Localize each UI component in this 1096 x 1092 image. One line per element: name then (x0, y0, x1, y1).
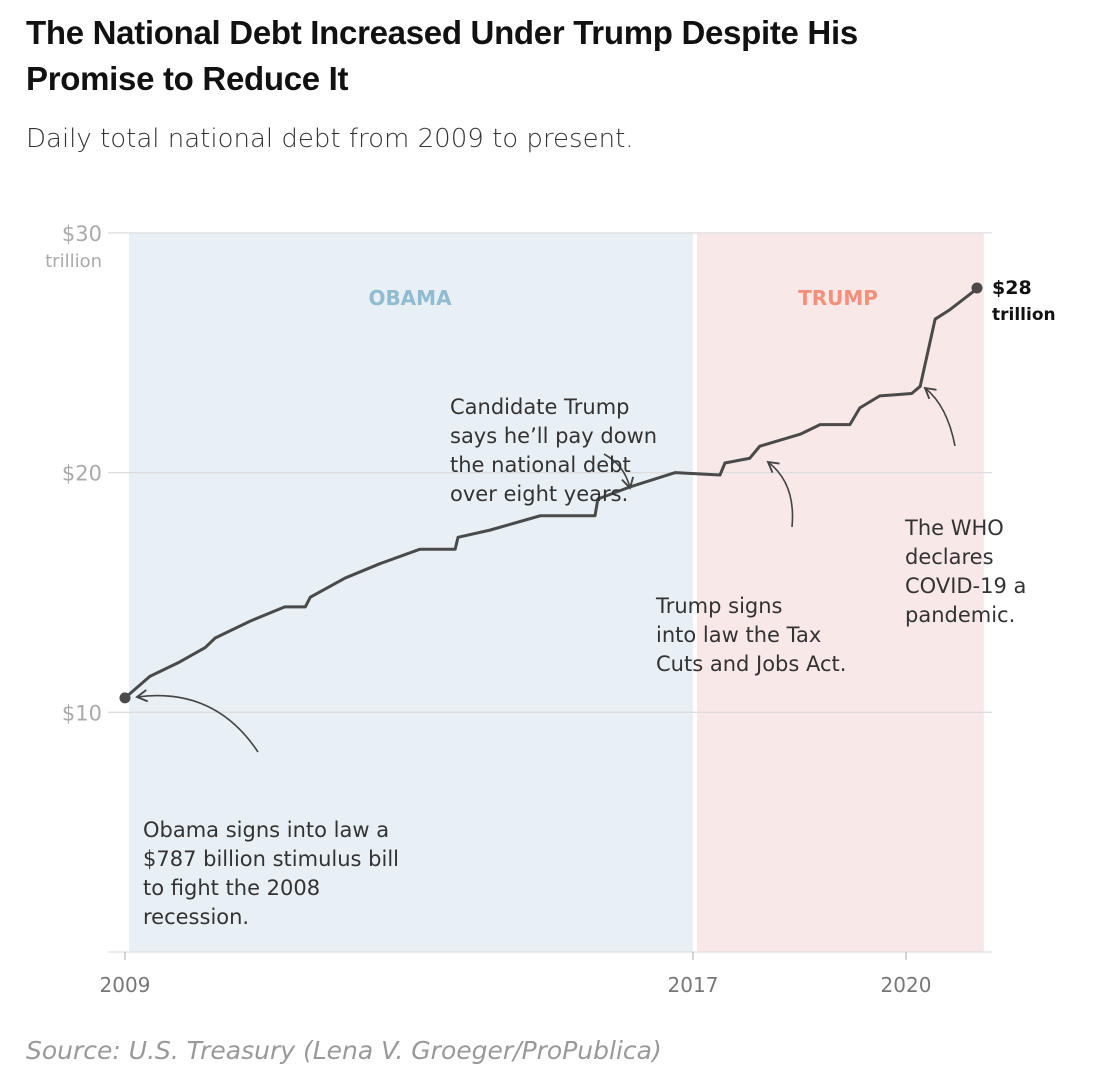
region-label-obama: OBAMA (368, 286, 452, 310)
region-label-trump: TRUMP (798, 286, 878, 310)
start-point (119, 692, 131, 704)
end-label-value: $28 (992, 277, 1032, 299)
y-tick-label: $20 (62, 462, 102, 486)
annotation-arrow (135, 689, 259, 753)
title-line: The National Debt Increased Under Trump … (26, 14, 858, 51)
x-tick-label: 2020 (881, 973, 932, 997)
source-note: Source: U.S. Treasury (Lena V. Groeger/P… (26, 1036, 662, 1065)
annotation-arrow (766, 460, 794, 528)
region-trump (697, 232, 984, 952)
annotation-stimulus: Obama signs into law a $787 billion stimu… (143, 818, 399, 929)
end-point (971, 282, 983, 294)
x-tick-label: 2017 (668, 973, 719, 997)
end-label-unit: trillion (992, 305, 1056, 325)
y-tick-unit: trillion (45, 251, 102, 272)
annotation-arrow (923, 386, 956, 447)
x-tick-label: 2009 (100, 973, 151, 997)
annotation-tax-cuts: Trump signs into law the Tax Cuts and Jobs… (656, 594, 847, 676)
annotation-candidate-trump: Candidate Trump says he’ll pay down the na… (450, 395, 658, 506)
chart-title: The National Debt Increased Under Trump … (26, 10, 1066, 102)
region-obama (129, 232, 693, 952)
y-tick-label: $10 (62, 701, 102, 725)
y-tick-label: $30 (62, 222, 102, 246)
annotation-arrow (603, 453, 635, 490)
annotation-covid: The WHO declares COVID-19 a pandemic. (905, 516, 1027, 627)
chart-subtitle: Daily total national debt from 2009 to p… (26, 124, 634, 154)
title-line: Promise to Reduce It (26, 60, 349, 97)
debt-series-line (124, 287, 979, 700)
